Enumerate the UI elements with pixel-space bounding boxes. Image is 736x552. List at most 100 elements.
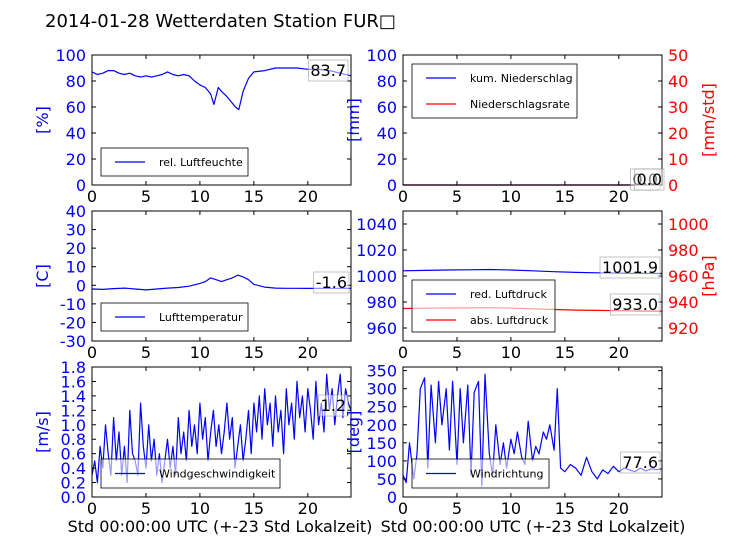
y-tick-label: 1000 [356,267,397,286]
legend-label: rel. Luftfeuchte [159,156,243,169]
y-tick-label: 100 [55,46,86,65]
plot-frame-humidity [91,54,352,186]
x-tick-label: 20 [298,343,318,362]
y-right-tick-label: 980 [668,241,699,260]
y-tick-label: 960 [366,319,397,338]
y-tick-label: 20 [66,239,86,258]
y-tick-label: 1.2 [61,401,86,420]
y-right-tick-label: 30 [668,98,688,117]
y-tick-label: 1040 [356,215,397,234]
x-tick-label: 20 [609,187,629,206]
y-tick-label: 100 [366,452,397,471]
x-tick-label: 15 [244,499,264,518]
x-tick-label: 15 [244,343,264,362]
legend-label: Windrichtung [470,468,543,481]
value-annotation: -1.6 [316,273,347,292]
x-tick-label: 0 [87,187,97,206]
y-axis-label-winddir: [deg] [344,411,363,454]
legend-label: red. Luftdruck [470,288,547,301]
x-tick-label: 20 [298,187,318,206]
y-right-tick-label: 50 [668,46,688,65]
x-tick-label: 15 [555,343,575,362]
figure-title: 2014-01-28 Wetterdaten Station FUR□ [45,11,396,32]
y-tick-label: 0.0 [61,488,86,507]
y-axis-label-windspeed: [m/s] [33,411,52,453]
value-annotation: 1.2 [321,396,346,415]
value-annotation: 77.6 [622,453,658,472]
series-line-temperature-0 [91,274,351,291]
value-annotation: 0.0 [637,170,662,189]
chart-panel-pressure: 0 5 10 15 20 960 980 1000 1020 1040 920 940 960 980 10… [356,210,718,362]
y-tick-label: 0.4 [61,459,86,478]
x-tick-label: 20 [609,343,629,362]
x-tick-label: 5 [452,187,462,206]
y-tick-label: 40 [66,202,86,221]
value-annotation-box [634,168,665,191]
legend-label: abs. Luftdruck [470,314,549,327]
y-tick-label: 1020 [356,241,397,260]
y-right-tick-label: 960 [668,267,699,286]
value-annotation-box [609,293,661,316]
series-line-humidity-0 [91,67,352,111]
y-tick-label: 0 [387,488,397,507]
value-annotation-box [308,59,349,82]
y-tick-label: 0 [76,276,86,295]
y-right-tick-label: 940 [668,293,699,312]
legend-label: kum. Niederschlag [470,72,573,85]
x-tick-label: 5 [141,343,151,362]
series-line-winddir-0 [402,373,663,487]
y-tick-label: 40 [66,124,86,143]
legend-label: Niederschlagsrate [470,98,570,111]
y-right-tick-label: 10 [668,150,688,169]
y-tick-label: 1.6 [61,372,86,391]
y-tick-label: 0.2 [61,474,86,493]
y-tick-label: 100 [366,46,397,65]
y-axis-label-precip: [mm] [344,98,363,142]
x-tick-label: 10 [190,499,210,518]
x-tick-label: 15 [555,499,575,518]
x-tick-label: 10 [501,187,521,206]
y-axis-label-temperature: [C] [33,264,52,288]
x-tick-label: 0 [87,343,97,362]
y-right-tick-label: 1000 [668,215,709,234]
x-axis-label-right: Std 00:00:00 UTC (+-23 Std Lokalzeit) [381,517,686,536]
x-tick-label: 20 [609,499,629,518]
x-tick-label: 0 [398,499,408,518]
legend-label: Windgeschwindigkeit [159,468,276,481]
value-annotation: 83.7 [310,61,346,80]
plot-frame-windspeed [91,366,352,498]
y-right-tick-label: 40 [668,72,688,91]
y-tick-label: 1.8 [61,358,86,377]
y-tick-label: 0 [387,176,397,195]
legend-box-temperature [100,302,249,332]
y-tick-label: 60 [377,98,397,117]
y-tick-label: 50 [377,470,397,489]
x-axis-label-left: Std 00:00:00 UTC (+-23 Std Lokalzeit) [68,517,373,536]
y-tick-label: 40 [377,124,397,143]
x-tick-label: 10 [190,187,210,206]
x-tick-label: 5 [141,187,151,206]
y-tick-label: 1.4 [61,387,86,406]
y-tick-label: 0 [76,176,86,195]
x-tick-label: 10 [190,343,210,362]
plot-frame-precip [402,54,663,186]
x-tick-label: 10 [501,499,521,518]
y-tick-label: -30 [60,332,86,351]
y-axis-label-humidity: [%] [33,106,52,134]
x-tick-label: 20 [298,499,318,518]
y-right-axis-label-precip: [mm/std] [699,83,718,157]
x-tick-label: 10 [501,343,521,362]
y-tick-label: -10 [60,295,86,314]
y-tick-label: 150 [366,434,397,453]
y-tick-label: 10 [66,258,86,277]
legend-box-precip [411,63,578,119]
y-tick-label: 80 [66,72,86,91]
y-tick-label: 30 [66,221,86,240]
y-right-tick-label: 0 [668,176,678,195]
y-tick-label: 350 [366,362,397,381]
y-tick-label: 20 [377,150,397,169]
x-tick-label: 5 [141,499,151,518]
